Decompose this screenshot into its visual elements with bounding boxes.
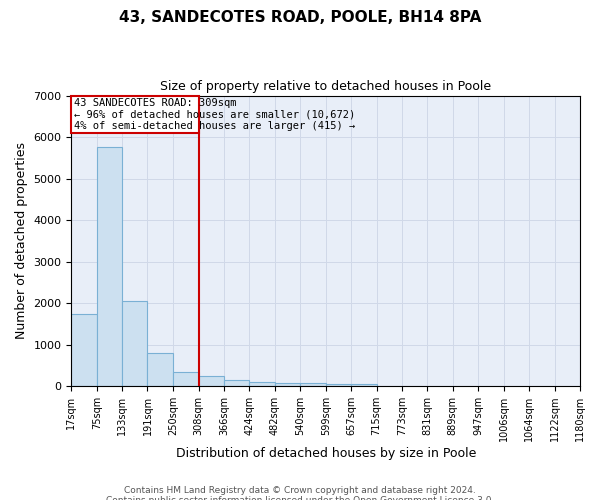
X-axis label: Distribution of detached houses by size in Poole: Distribution of detached houses by size …	[176, 447, 476, 460]
Text: Contains HM Land Registry data © Crown copyright and database right 2024.: Contains HM Land Registry data © Crown c…	[124, 486, 476, 495]
Bar	[71, 96, 199, 133]
Text: 43 SANDECOTES ROAD: 309sqm
← 96% of detached houses are smaller (10,672)
4% of s: 43 SANDECOTES ROAD: 309sqm ← 96% of deta…	[74, 98, 355, 131]
Bar	[275, 383, 300, 386]
Bar	[148, 353, 173, 386]
Bar	[71, 314, 97, 386]
Bar	[224, 380, 250, 386]
Bar	[351, 384, 377, 386]
Bar	[326, 384, 351, 386]
Bar	[199, 376, 224, 386]
Bar	[250, 382, 275, 386]
Text: 43, SANDECOTES ROAD, POOLE, BH14 8PA: 43, SANDECOTES ROAD, POOLE, BH14 8PA	[119, 10, 481, 25]
Bar	[122, 301, 148, 386]
Title: Size of property relative to detached houses in Poole: Size of property relative to detached ho…	[160, 80, 491, 93]
Bar	[173, 372, 199, 386]
Y-axis label: Number of detached properties: Number of detached properties	[15, 142, 28, 340]
Text: Contains public sector information licensed under the Open Government Licence 3.: Contains public sector information licen…	[106, 496, 494, 500]
Bar	[97, 148, 122, 386]
Bar	[300, 383, 326, 386]
